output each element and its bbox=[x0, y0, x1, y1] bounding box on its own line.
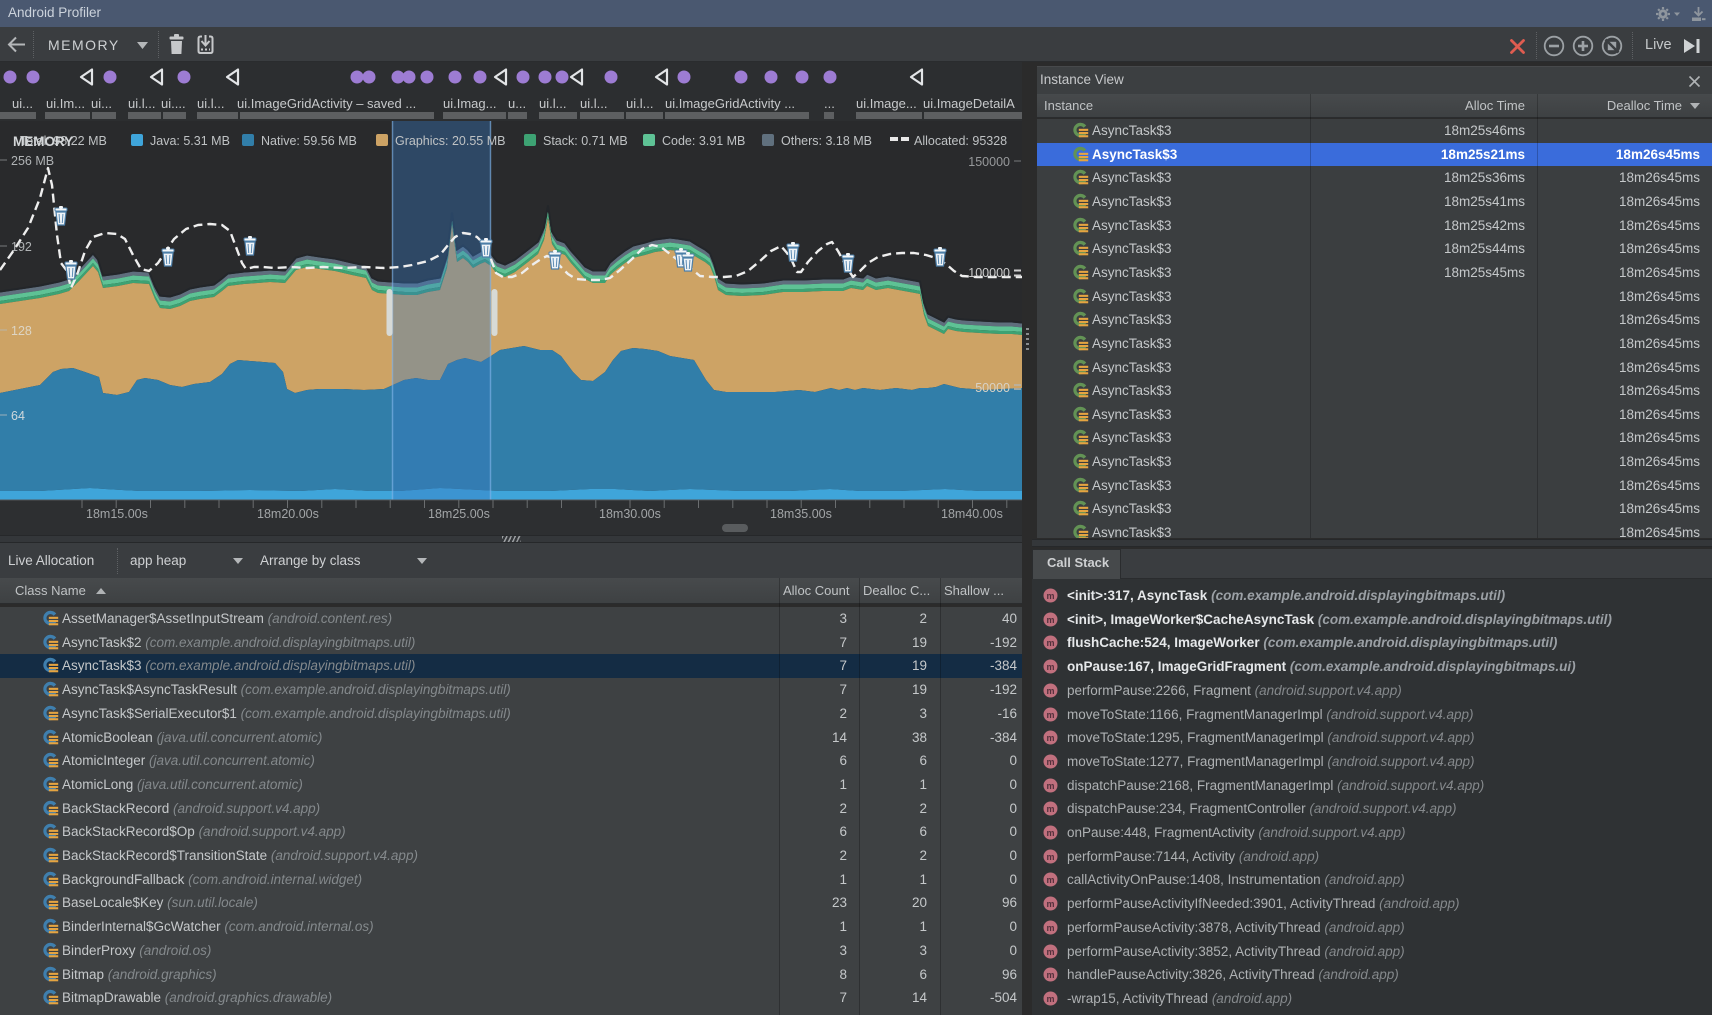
svg-text:m: m bbox=[1046, 638, 1054, 648]
svg-text:ui.l...: ui.l... bbox=[580, 96, 607, 111]
svg-text:ui.Image...: ui.Image... bbox=[856, 96, 917, 111]
svg-text:m: m bbox=[1046, 686, 1054, 696]
svg-text:256 MB: 256 MB bbox=[11, 154, 54, 168]
svg-text:ui.l...: ui.l... bbox=[128, 96, 155, 111]
svg-text:ui...: ui... bbox=[91, 96, 112, 111]
svg-text:m: m bbox=[1046, 757, 1054, 767]
svg-text:m: m bbox=[1046, 804, 1054, 814]
svg-text:128: 128 bbox=[11, 324, 32, 338]
svg-text:m: m bbox=[1046, 875, 1054, 885]
svg-text:...: ... bbox=[824, 96, 835, 111]
svg-text:150000: 150000 bbox=[968, 155, 1010, 169]
svg-text:ui.Imag...: ui.Imag... bbox=[443, 96, 496, 111]
svg-text:ui....: ui.... bbox=[161, 96, 186, 111]
svg-text:Code: 3.91 MB: Code: 3.91 MB bbox=[662, 134, 745, 148]
svg-text:192: 192 bbox=[11, 240, 32, 254]
svg-text:Others: 3.18 MB: Others: 3.18 MB bbox=[781, 134, 872, 148]
svg-text:18m30.00s: 18m30.00s bbox=[599, 507, 661, 521]
svg-text:m: m bbox=[1046, 615, 1054, 625]
svg-text:ui.ImageDetailA: ui.ImageDetailA bbox=[923, 96, 1015, 111]
svg-text:50000: 50000 bbox=[975, 381, 1010, 395]
svg-text:18m15.00s: 18m15.00s bbox=[86, 507, 148, 521]
svg-text:18m25.00s: 18m25.00s bbox=[428, 507, 490, 521]
svg-text:m: m bbox=[1046, 923, 1054, 933]
svg-text:Native: 59.56 MB: Native: 59.56 MB bbox=[261, 134, 357, 148]
svg-text:ui.ImageGridActivity – saved .: ui.ImageGridActivity – saved ... bbox=[237, 96, 416, 111]
svg-text:ui.l...: ui.l... bbox=[626, 96, 653, 111]
svg-text:MEMORY: MEMORY bbox=[13, 134, 73, 149]
svg-text:m: m bbox=[1046, 591, 1054, 601]
svg-text:m: m bbox=[1046, 710, 1054, 720]
svg-text:18m40.00s: 18m40.00s bbox=[941, 507, 1003, 521]
svg-text:m: m bbox=[1046, 970, 1054, 980]
svg-text:Allocated: 95328: Allocated: 95328 bbox=[914, 134, 1007, 148]
svg-text:ui.l...: ui.l... bbox=[197, 96, 224, 111]
svg-text:ui...: ui... bbox=[12, 96, 33, 111]
svg-text:m: m bbox=[1046, 828, 1054, 838]
svg-text:m: m bbox=[1046, 781, 1054, 791]
svg-text:m: m bbox=[1046, 733, 1054, 743]
svg-text:m: m bbox=[1046, 994, 1054, 1004]
svg-text:m: m bbox=[1046, 662, 1054, 672]
svg-text:ui.Im...: ui.Im... bbox=[46, 96, 85, 111]
svg-text:m: m bbox=[1046, 899, 1054, 909]
svg-text:Graphics: 20.55 MB: Graphics: 20.55 MB bbox=[395, 134, 505, 148]
svg-text:m: m bbox=[1046, 947, 1054, 957]
svg-text:64: 64 bbox=[11, 409, 25, 423]
svg-text:m: m bbox=[1046, 852, 1054, 862]
svg-text:Stack: 0.71 MB: Stack: 0.71 MB bbox=[543, 134, 628, 148]
svg-text:ui.l...: ui.l... bbox=[539, 96, 566, 111]
svg-text:u...: u... bbox=[508, 96, 526, 111]
svg-text:100000: 100000 bbox=[968, 266, 1010, 280]
svg-text:18m35.00s: 18m35.00s bbox=[770, 507, 832, 521]
svg-text:Total: 98.22 MB: Total: 98.22 MB bbox=[20, 134, 107, 148]
svg-text:18m20.00s: 18m20.00s bbox=[257, 507, 319, 521]
svg-text:Java: 5.31 MB: Java: 5.31 MB bbox=[150, 134, 230, 148]
svg-text:ui.ImageGridActivity ...: ui.ImageGridActivity ... bbox=[665, 96, 795, 111]
